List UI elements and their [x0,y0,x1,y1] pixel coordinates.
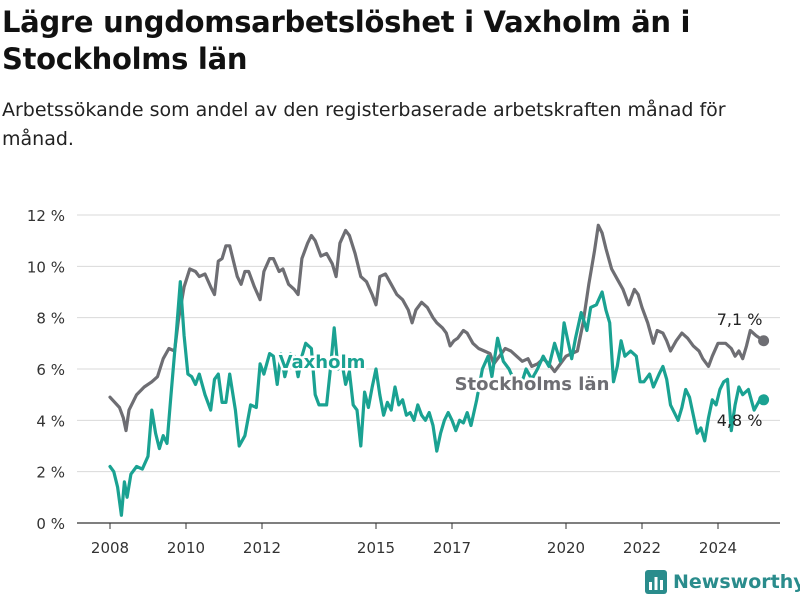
series-label-stockholms-lan-halo: Stockholms län [455,374,610,395]
y-tick-label: 6 % [36,361,65,379]
x-tick-label: 2010 [167,539,205,557]
series-label-stockholms-lan: Stockholms län [455,374,610,395]
y-tick-label: 0 % [36,515,65,533]
x-tick-label: 2017 [433,539,471,557]
series-lines [108,223,770,517]
newsworthy-logo: Newsworthy [645,570,800,594]
x-tick-label: 2008 [91,539,129,557]
chart-title: Lägre ungdomsarbetslöshet i Vaxholm än i… [2,5,691,76]
x-tick-label: 2020 [547,539,585,557]
y-tick-label: 12 % [27,207,65,225]
gridlines [77,214,780,524]
x-tick-label: 2012 [243,539,281,557]
x-tick-label: 2022 [623,539,661,557]
x-tick-label: 2015 [357,539,395,557]
end-value-label-vaxholm: 4,8 % [717,411,763,430]
y-tick-label: 10 % [27,258,65,276]
series-label-vaxholm-halo: Vaxholm [279,352,366,373]
series-line-vaxholm [108,280,766,517]
x-axis-ticks: 2008 2010 2012 2015 2017 2020 2022 2024 [91,523,737,557]
chart-subtitle: Arbetssökande som andel av den registerb… [2,99,726,150]
end-point-stockholms-l-n [758,335,770,347]
end-value-label-stockholms-l-n: 7,1 % [717,310,763,329]
x-tick-label: 2024 [699,539,737,557]
y-tick-label: 8 % [36,310,65,328]
newsworthy-logo-icon [645,570,667,594]
end-point-vaxholm [758,394,770,406]
y-tick-label: 4 % [36,412,65,430]
brand-name: Newsworthy [673,571,800,593]
y-tick-label: 2 % [36,464,65,482]
series-line-stockholms-l-n [108,223,766,433]
series-label-vaxholm: Vaxholm [279,352,366,373]
y-axis-ticks: 0 % 2 % 4 % 6 % 8 % 10 % 12 % [27,207,65,533]
